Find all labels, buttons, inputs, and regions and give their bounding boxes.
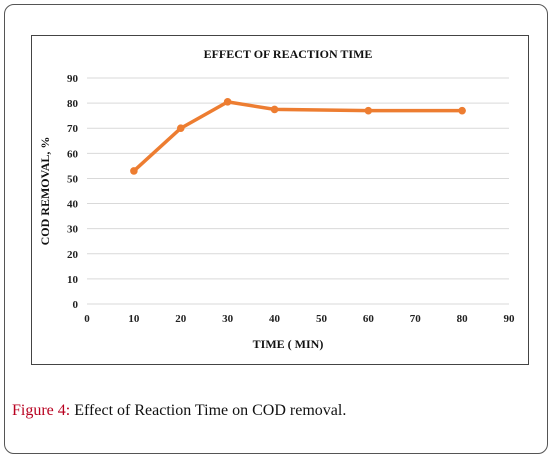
y-tick-label: 50 [67, 173, 79, 185]
figure-frame: EFFECT OF REACTION TIME 0 10 20 30 40 50 60 70 80… [4, 4, 548, 454]
data-point [176, 124, 185, 133]
y-tick-label: 70 [67, 123, 79, 135]
x-tick-label: 0 [84, 313, 90, 325]
x-tick-label: 90 [504, 313, 516, 325]
line-chart: EFFECT OF REACTION TIME 0 10 20 30 40 50 60 70 80… [38, 47, 516, 351]
y-tick-label: 90 [67, 73, 79, 85]
y-tick-label: 40 [67, 199, 79, 211]
x-tick-label: 20 [175, 313, 187, 325]
x-tick-label: 10 [128, 313, 140, 325]
data-point [458, 106, 466, 115]
figure-label: Figure 4: [12, 402, 71, 419]
x-tick-label: 80 [457, 313, 469, 325]
chart-title: EFFECT OF REACTION TIME [204, 47, 373, 61]
x-axis-label: TIME ( MIN) [253, 337, 324, 351]
figure-caption: Figure 4: Effect of Reaction Time on COD… [12, 402, 346, 420]
x-tick-label: 70 [410, 313, 422, 325]
data-point [223, 98, 232, 106]
y-tick-label: 20 [67, 249, 79, 261]
x-tick-label: 50 [316, 313, 328, 325]
y-tick-label: 30 [67, 224, 79, 236]
y-axis-label: COD REMOVAL, % [38, 137, 52, 246]
data-point [364, 106, 373, 115]
x-tick-label: 30 [222, 313, 234, 325]
x-tick-label: 60 [363, 313, 375, 325]
series-line [132, 100, 464, 173]
caption-text: Effect of Reaction Time on COD removal. [70, 402, 347, 419]
y-tick-label: 60 [67, 148, 79, 160]
data-point [130, 167, 138, 175]
x-tick-label: 40 [269, 313, 281, 325]
y-tick-label: 10 [67, 274, 79, 286]
y-tick-label: 0 [73, 299, 79, 311]
chart-area: EFFECT OF REACTION TIME 0 10 20 30 40 50 60 70 80… [31, 35, 529, 365]
data-point [270, 105, 279, 114]
y-tick-label: 80 [67, 98, 79, 110]
